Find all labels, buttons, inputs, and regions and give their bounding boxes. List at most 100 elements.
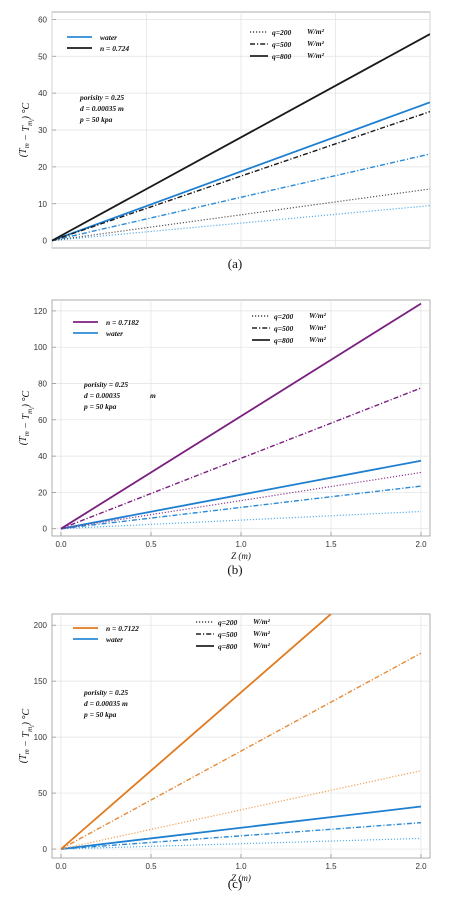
y-axis-label-part: ( bbox=[18, 153, 29, 157]
series-line bbox=[60, 302, 422, 530]
y-axis-label: (Tm − Tmi) °C bbox=[18, 708, 36, 763]
x-tick-label: 0.0 bbox=[55, 862, 67, 871]
series-line bbox=[60, 459, 422, 530]
y-axis-label-part: ( bbox=[18, 441, 29, 445]
y-tick-label: 50 bbox=[38, 789, 47, 798]
y-tick-label: 0 bbox=[43, 525, 48, 534]
y-tick-label: 120 bbox=[34, 307, 48, 316]
y-axis-label-part: ° bbox=[21, 715, 32, 722]
x-tick-label: 2.0 bbox=[415, 540, 427, 549]
y-axis-label-part: ) bbox=[21, 721, 32, 726]
q-legend-label: q=500 bbox=[272, 40, 292, 49]
series-group bbox=[52, 33, 430, 242]
y-tick-label: 80 bbox=[38, 380, 47, 389]
q-legend-unit: W/m² bbox=[307, 51, 325, 60]
y-axis-label-part: m bbox=[26, 727, 34, 732]
y-tick-label: 0 bbox=[43, 237, 48, 246]
panel-caption: (a) bbox=[228, 256, 242, 271]
y-axis-label-part: T bbox=[18, 147, 29, 154]
q-legend-unit: W/m² bbox=[253, 629, 271, 638]
y-tick-label: 150 bbox=[34, 677, 48, 686]
q-legend-label: q=500 bbox=[218, 630, 238, 639]
annotation-text: porisity = 0.25 bbox=[79, 93, 124, 102]
q-legend-unit: W/m² bbox=[309, 335, 327, 344]
series-group bbox=[60, 302, 422, 530]
q-legend-label: q=200 bbox=[274, 312, 294, 321]
q-legend-label: q=200 bbox=[272, 28, 292, 37]
legend-label: n = 0.7122 bbox=[106, 624, 139, 633]
x-tick-label: 2.0 bbox=[415, 862, 427, 871]
legend-label: n = 0.7182 bbox=[106, 318, 139, 327]
series-line bbox=[60, 822, 422, 850]
q-legend-label: q=500 bbox=[274, 324, 294, 333]
series-line bbox=[60, 805, 422, 850]
y-axis-label: (Tm − Tmi) °C bbox=[18, 390, 36, 445]
y-tick-label: 60 bbox=[38, 15, 47, 24]
legend-label: water bbox=[100, 33, 117, 42]
series-line bbox=[60, 510, 422, 530]
y-axis-label-part: ( bbox=[18, 759, 29, 763]
y-tick-label: 200 bbox=[34, 621, 48, 630]
panel-caption: (c) bbox=[228, 876, 242, 891]
y-axis-label-part: i bbox=[30, 407, 36, 409]
y-tick-label: 100 bbox=[34, 733, 48, 742]
q-legend-label: q=800 bbox=[274, 336, 294, 345]
y-axis-label-part: m bbox=[26, 409, 34, 414]
y-axis-label-part: m bbox=[23, 143, 31, 148]
y-axis-label: (Tm − Tmi) °C bbox=[18, 102, 36, 157]
y-tick-label: 60 bbox=[38, 416, 47, 425]
y-axis-label-part: i bbox=[30, 119, 36, 121]
series-line bbox=[60, 652, 422, 850]
series-line bbox=[52, 101, 430, 242]
y-axis-label-part: C bbox=[21, 390, 32, 397]
annotation-text: porisity = 0.25 bbox=[83, 380, 128, 389]
y-tick-label: 100 bbox=[34, 343, 48, 352]
q-legend-label: q=200 bbox=[218, 618, 238, 627]
y-axis-label-part: m bbox=[23, 431, 31, 436]
y-axis-label-part: m bbox=[23, 749, 31, 754]
legend-label: water bbox=[106, 329, 123, 338]
annotation-text: d = 0.00035 m bbox=[84, 699, 128, 708]
x-tick-label: 1.5 bbox=[325, 540, 337, 549]
legend-label: water bbox=[106, 635, 123, 644]
y-axis-label-part: T bbox=[18, 435, 29, 442]
y-tick-label: 0 bbox=[43, 845, 48, 854]
annotation-text: m bbox=[150, 391, 156, 400]
series-group bbox=[60, 614, 422, 850]
y-tick-label: 10 bbox=[38, 200, 47, 209]
series-line bbox=[60, 837, 422, 850]
y-tick-label: 50 bbox=[38, 52, 47, 61]
series-line bbox=[52, 33, 430, 242]
y-tick-label: 40 bbox=[38, 452, 47, 461]
y-axis-label-part: − T bbox=[21, 412, 32, 431]
y-axis-label-part: C bbox=[21, 708, 32, 715]
annotation-text: porisity = 0.25 bbox=[83, 688, 128, 697]
x-axis-label: Z (m) bbox=[231, 873, 251, 883]
series-line bbox=[60, 614, 332, 850]
y-axis-label-part: ° bbox=[21, 397, 32, 404]
x-tick-label: 0.5 bbox=[145, 862, 157, 871]
series-line bbox=[52, 205, 430, 242]
series-line bbox=[52, 153, 430, 242]
q-legend-unit: W/m² bbox=[253, 641, 271, 650]
series-line bbox=[60, 387, 422, 530]
series-line bbox=[60, 485, 422, 530]
y-tick-label: 20 bbox=[38, 163, 47, 172]
annotation-text: p = 50 kpa bbox=[83, 710, 117, 719]
y-tick-label: 30 bbox=[38, 126, 47, 135]
x-tick-label: 1.0 bbox=[235, 862, 247, 871]
q-legend-unit: W/m² bbox=[307, 27, 325, 36]
q-legend-unit: W/m² bbox=[309, 323, 327, 332]
annotation-text: p = 50 kpa bbox=[83, 402, 117, 411]
y-axis-label-part: ) bbox=[21, 403, 32, 408]
series-line bbox=[52, 188, 430, 242]
y-tick-label: 40 bbox=[38, 89, 47, 98]
y-axis-label-part: C bbox=[21, 102, 32, 109]
q-legend-label: q=800 bbox=[218, 642, 238, 651]
y-axis-label-part: ) bbox=[21, 115, 32, 120]
y-axis-label-part: T bbox=[18, 753, 29, 760]
x-tick-label: 1.5 bbox=[325, 862, 337, 871]
